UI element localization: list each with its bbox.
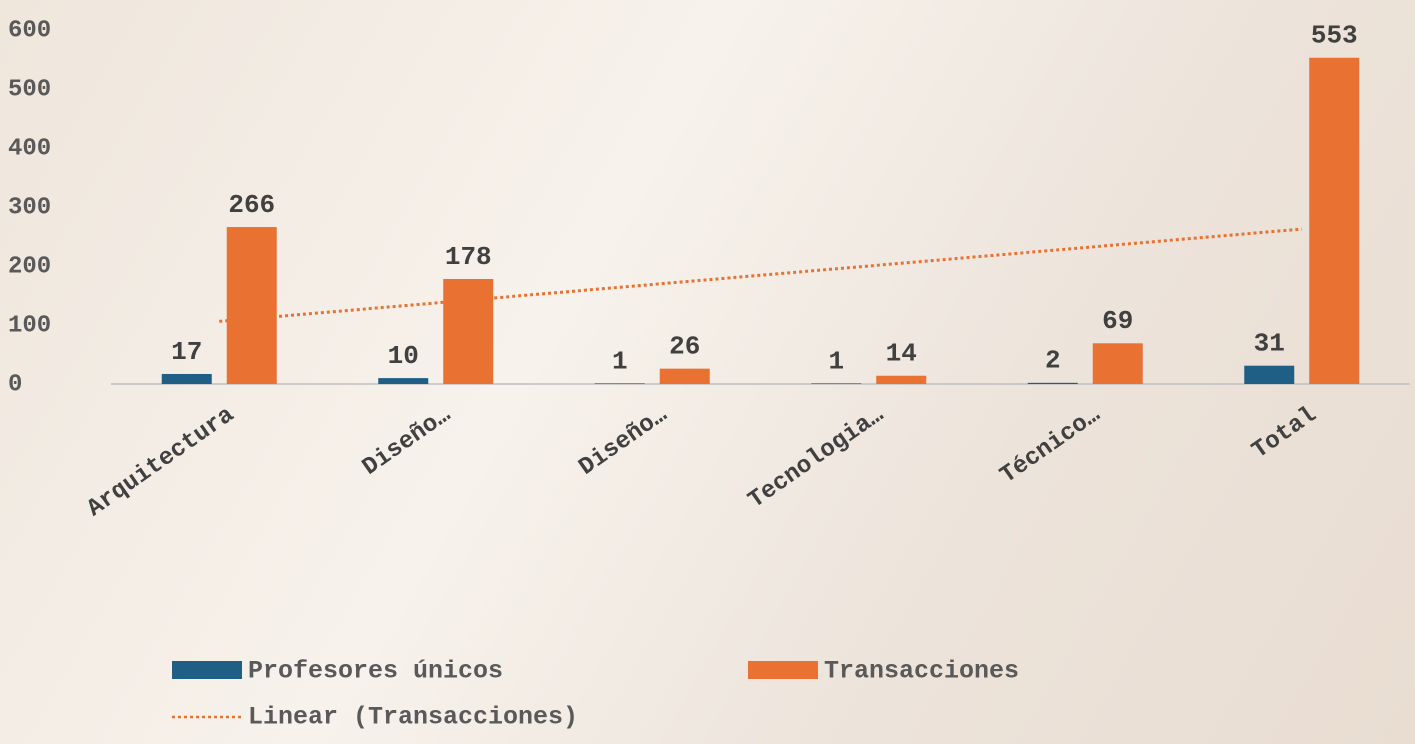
trendline — [219, 227, 1302, 323]
legend-label: Transacciones — [824, 657, 1019, 686]
value-label: 69 — [1102, 306, 1133, 336]
bar — [1309, 57, 1360, 384]
bar — [378, 378, 429, 384]
value-label: 266 — [228, 190, 275, 220]
bar — [1244, 365, 1295, 384]
y-tick-label: 600 — [8, 17, 51, 44]
y-tick-label: 400 — [8, 135, 51, 162]
x-tick-label: Diseño… — [358, 402, 456, 482]
bar — [226, 227, 277, 384]
value-label: 553 — [1311, 21, 1358, 51]
y-tick-label: 0 — [8, 371, 22, 398]
bar — [876, 375, 927, 384]
legend-label: Linear (Transacciones) — [248, 703, 578, 732]
legend-label: Profesores únicos — [248, 657, 503, 686]
value-label: 17 — [171, 337, 202, 367]
value-label: 26 — [669, 332, 700, 362]
value-label: 2 — [1045, 346, 1061, 376]
value-label: 14 — [886, 339, 917, 369]
x-tick-label: Total — [1247, 402, 1321, 465]
value-label: 1 — [828, 346, 844, 376]
bar — [659, 368, 710, 384]
legend-swatch — [748, 661, 818, 679]
value-label: 1 — [612, 346, 628, 376]
value-label: 10 — [388, 341, 419, 371]
x-tick-label: Técnico… — [996, 402, 1106, 490]
bar — [161, 373, 212, 384]
bar — [594, 383, 645, 384]
x-tick-label: Diseño… — [574, 402, 672, 482]
y-tick-label: 200 — [8, 253, 51, 280]
y-tick-label: 100 — [8, 312, 51, 339]
y-tick-label: 300 — [8, 194, 51, 221]
y-tick-label: 500 — [8, 76, 51, 103]
value-label: 31 — [1254, 329, 1285, 359]
bar — [1027, 382, 1078, 384]
legend-swatch — [172, 661, 242, 679]
bar — [443, 278, 494, 384]
bar — [1092, 343, 1143, 384]
bar — [811, 383, 862, 384]
x-tick-label: Tecnologia… — [744, 402, 889, 515]
x-tick-label: Arquitectura — [82, 402, 239, 523]
value-label: 178 — [445, 242, 492, 272]
